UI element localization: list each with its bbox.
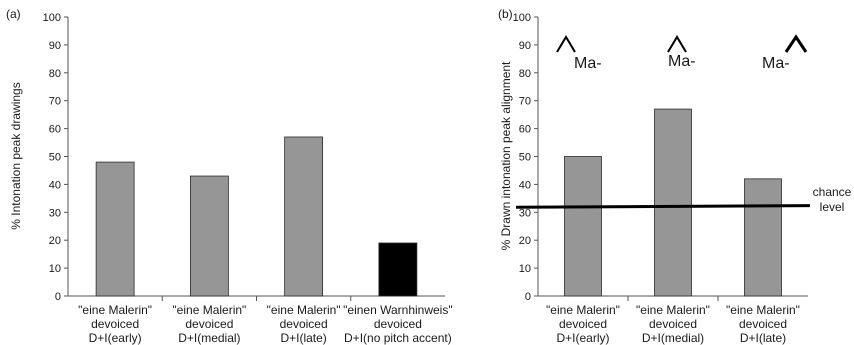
- x-tick-label: devoiced: [374, 317, 422, 331]
- chance-label: chance: [813, 185, 852, 199]
- chart-panel-b: (b) % Drawn intonation peak alignment 0 10 2…: [498, 7, 852, 345]
- x-tick-label: devoiced: [280, 317, 328, 331]
- bar: [744, 178, 782, 297]
- x-tick-label: devoiced: [185, 317, 233, 331]
- chart-panel-a: (a) % Intonation peak drawings 0 10 20 30 40 50…: [6, 7, 453, 345]
- y-tick-label: 100: [513, 12, 531, 24]
- y-tick-label: 90: [49, 40, 61, 52]
- x-tick-label: D+I(early): [556, 331, 609, 345]
- x-tick-label: D+I(late): [280, 331, 326, 345]
- peak-annotation-label: Ma-: [574, 55, 602, 72]
- x-tick-label: D+I(early): [89, 331, 142, 345]
- x-tick-label: devoiced: [559, 317, 607, 331]
- x-tick-label: "eine Malerin": [267, 303, 341, 317]
- y-tick-label: 0: [55, 291, 61, 303]
- y-tick-label: 80: [49, 68, 61, 80]
- x-tick-label: "eine Malerin": [78, 303, 152, 317]
- chance-label: level: [820, 200, 845, 214]
- x-tick-label: "eine Malerin": [172, 303, 246, 317]
- x-tick-label: "eine Malerin": [636, 303, 710, 317]
- panel-label: (b): [498, 7, 513, 21]
- bar: [284, 136, 324, 297]
- y-tick-label: 50: [519, 152, 531, 164]
- peak-caret-icon: [556, 35, 576, 53]
- y-tick-label: 50: [49, 152, 61, 164]
- y-tick-label: 20: [49, 235, 61, 247]
- bar: [95, 161, 135, 297]
- y-tick-label: 60: [49, 124, 61, 136]
- y-tick-label: 30: [519, 207, 531, 219]
- chance-line: [515, 204, 811, 209]
- y-axis-label: % Drawn intonation peak alignment: [499, 61, 513, 250]
- y-tick-label: 10: [519, 263, 531, 275]
- y-tick-label: 40: [519, 179, 531, 191]
- y-tick-label: 10: [49, 263, 61, 275]
- bar: [564, 156, 602, 297]
- panel-label: (a): [6, 7, 21, 21]
- x-tick-label: devoiced: [649, 317, 697, 331]
- y-tick-label: 30: [49, 207, 61, 219]
- x-tick-label: D+I(late): [740, 331, 786, 345]
- bar: [378, 242, 418, 297]
- y-tick-label: 20: [519, 235, 531, 247]
- x-tick-label: D+I(medial): [642, 331, 704, 345]
- bar: [654, 108, 692, 297]
- x-tick-label: "einen Warnhinweis": [343, 303, 452, 317]
- y-tick-label: 40: [49, 179, 61, 191]
- peak-annotation-label: Ma-: [668, 53, 696, 70]
- y-tick-label: 60: [519, 124, 531, 136]
- y-tick-label: 0: [525, 291, 531, 303]
- y-tick-label: 90: [519, 40, 531, 52]
- bar: [189, 175, 229, 297]
- y-tick-label: 70: [49, 96, 61, 108]
- x-tick-label: devoiced: [91, 317, 139, 331]
- peak-annotation-label: Ma-: [762, 55, 790, 72]
- y-tick-label: 80: [519, 68, 531, 80]
- x-tick-label: devoiced: [739, 317, 787, 331]
- y-axis-label: % Intonation peak drawings: [9, 82, 23, 229]
- peak-caret-icon: [784, 34, 808, 53]
- x-tick-label: "eine Malerin": [726, 303, 800, 317]
- x-tick-label: D+I(medial): [178, 331, 240, 345]
- x-tick-label: "eine Malerin": [546, 303, 620, 317]
- y-tick-label: 100: [43, 12, 61, 24]
- peak-caret-icon: [667, 35, 687, 53]
- y-tick-label: 70: [519, 96, 531, 108]
- x-tick-label: D+I(no pitch accent): [344, 331, 452, 345]
